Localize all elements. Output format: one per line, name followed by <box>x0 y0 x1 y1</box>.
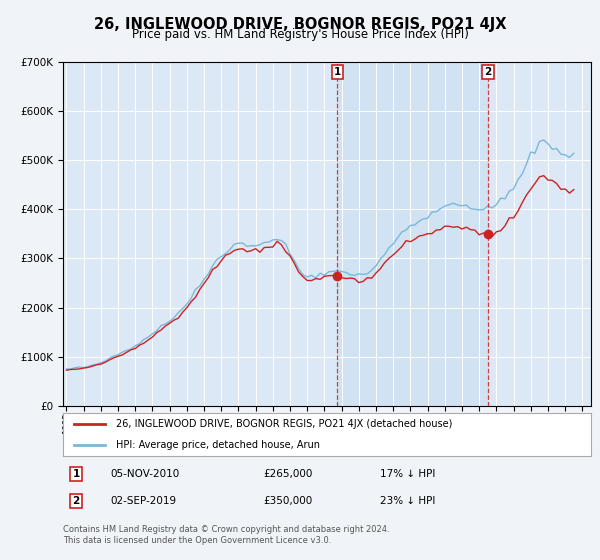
Text: £265,000: £265,000 <box>263 469 313 479</box>
Text: 26, INGLEWOOD DRIVE, BOGNOR REGIS, PO21 4JX (detached house): 26, INGLEWOOD DRIVE, BOGNOR REGIS, PO21 … <box>116 419 452 430</box>
Text: 2: 2 <box>73 496 80 506</box>
Text: 1: 1 <box>334 67 341 77</box>
Text: Contains HM Land Registry data © Crown copyright and database right 2024.
This d: Contains HM Land Registry data © Crown c… <box>63 525 389 545</box>
Text: 26, INGLEWOOD DRIVE, BOGNOR REGIS, PO21 4JX: 26, INGLEWOOD DRIVE, BOGNOR REGIS, PO21 … <box>94 17 506 32</box>
Text: 17% ↓ HPI: 17% ↓ HPI <box>380 469 435 479</box>
Text: Price paid vs. HM Land Registry's House Price Index (HPI): Price paid vs. HM Land Registry's House … <box>131 28 469 41</box>
Text: 1: 1 <box>73 469 80 479</box>
Text: 05-NOV-2010: 05-NOV-2010 <box>110 469 180 479</box>
Text: £350,000: £350,000 <box>263 496 313 506</box>
Text: HPI: Average price, detached house, Arun: HPI: Average price, detached house, Arun <box>116 440 320 450</box>
Bar <box>337 62 488 406</box>
Text: 23% ↓ HPI: 23% ↓ HPI <box>380 496 435 506</box>
Text: 2: 2 <box>484 67 491 77</box>
Text: 02-SEP-2019: 02-SEP-2019 <box>110 496 176 506</box>
